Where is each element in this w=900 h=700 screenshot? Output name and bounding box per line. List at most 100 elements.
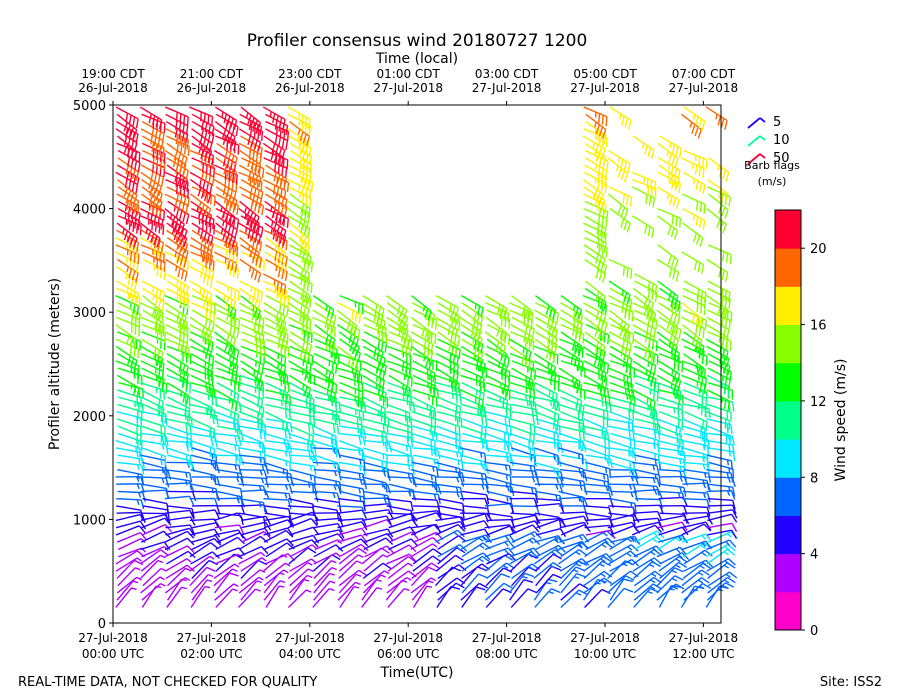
wind-barb-shaft [485, 588, 504, 608]
wind-barb-flag [128, 167, 133, 177]
wind-barb-shaft [190, 440, 215, 450]
wind-barb-flag [129, 336, 134, 347]
wind-barb-shaft [215, 229, 238, 244]
wind-barb-flag [272, 185, 276, 195]
wind-barb [582, 338, 606, 362]
wind-barb-flag [206, 405, 210, 416]
wind-barb-flag [257, 397, 260, 408]
wind-barb-flag [177, 174, 182, 185]
wind-barb-flag [135, 201, 140, 211]
wind-barb-flag [271, 208, 276, 219]
wind-barb-flag [284, 167, 288, 178]
wind-barb-shaft [510, 440, 535, 451]
wind-barb-flag [173, 223, 178, 233]
wind-barb [189, 555, 215, 572]
wind-barb [191, 287, 214, 312]
wind-barb-flag [455, 486, 459, 493]
wind-barb [510, 440, 536, 459]
wind-barb [534, 316, 558, 340]
wind-barb [388, 396, 416, 413]
wind-barb-flag [224, 170, 227, 180]
wind-barb-flag [604, 177, 608, 187]
wind-barb-flag [286, 392, 289, 403]
wind-barb [165, 287, 190, 310]
wind-barb [361, 476, 388, 493]
wind-barb-shaft [215, 588, 234, 608]
wind-barb [117, 302, 141, 324]
wind-barb-flag [357, 371, 361, 382]
wind-barb [238, 222, 262, 245]
wind-barb-shaft [117, 302, 141, 315]
wind-barb-flag [362, 488, 366, 499]
wind-barb-flag [403, 386, 408, 396]
wind-barb-flag [554, 549, 563, 556]
wind-barb-flag [236, 350, 240, 360]
wind-barb-flag [503, 366, 508, 377]
wind-barb-flag [509, 483, 512, 494]
wind-barb-flag [129, 173, 133, 184]
wind-barb-flag [176, 141, 180, 152]
wind-barb [265, 237, 287, 263]
wind-barb-flag [254, 331, 258, 342]
wind-barb-flag [247, 157, 252, 168]
wind-barb-flag [203, 232, 207, 242]
wind-barb [241, 396, 265, 418]
wind-barb-shaft [584, 490, 610, 494]
wind-barb [386, 410, 413, 427]
wind-barb-flag [478, 582, 488, 589]
wind-barb-flag [428, 370, 432, 381]
wind-barb-shaft [117, 135, 138, 153]
wind-barb-flag [230, 288, 233, 298]
wind-barb-shaft [560, 524, 585, 536]
wind-barb [288, 539, 319, 551]
wind-barb-shaft [485, 316, 507, 333]
wind-barb-flag [470, 326, 475, 337]
wind-barb-shaft [164, 193, 188, 206]
wind-barb-flag [358, 547, 368, 555]
wind-barb-flag [185, 125, 189, 136]
wind-barb-flag [424, 358, 429, 368]
wind-barb-flag [437, 484, 442, 495]
wind-barb-shaft [607, 587, 625, 608]
wind-barb-flag [583, 481, 586, 491]
wind-barb [166, 135, 190, 157]
wind-barb-shaft [141, 338, 164, 353]
wind-barb-flag [137, 220, 141, 231]
wind-barb-shaft [461, 396, 486, 408]
wind-barb-shaft [435, 461, 460, 470]
wind-barb-flag [181, 341, 185, 352]
wind-barb [485, 476, 512, 494]
wind-barb-shaft [116, 287, 141, 299]
wind-barb [265, 186, 288, 209]
wind-barb-flag [599, 563, 605, 567]
wind-barb-flag [526, 400, 529, 407]
wind-barb-flag [509, 442, 514, 452]
wind-barb-flag [312, 451, 316, 461]
wind-barb-flag [183, 179, 189, 189]
wind-barb-shaft [263, 353, 286, 368]
wind-barb-shaft [583, 374, 607, 389]
wind-barb-shaft [388, 331, 413, 343]
wind-barb-flag [247, 220, 250, 226]
wind-barb-flag [230, 390, 233, 397]
wind-barb [190, 585, 211, 608]
wind-barb-shaft [462, 505, 488, 510]
wind-barb-flag [133, 360, 138, 370]
wind-barb-shaft [535, 439, 561, 445]
wind-barb-flag [250, 159, 255, 170]
wind-barb-flag [278, 313, 283, 324]
wind-barb-shaft [216, 425, 242, 432]
wind-barb-flag [233, 267, 236, 278]
wind-barb-flag [206, 253, 210, 264]
wind-barb-flag [270, 227, 274, 234]
wind-barb [510, 490, 539, 504]
wind-barb [190, 381, 216, 399]
wind-barb-shaft [166, 447, 191, 457]
wind-barb-flag [281, 289, 284, 299]
wind-barb-shaft [385, 439, 411, 448]
wind-barb [166, 222, 188, 248]
wind-barb [484, 425, 510, 443]
wind-barb [585, 396, 612, 413]
wind-barb-flag [158, 146, 162, 156]
wind-barb-shaft [461, 382, 485, 395]
